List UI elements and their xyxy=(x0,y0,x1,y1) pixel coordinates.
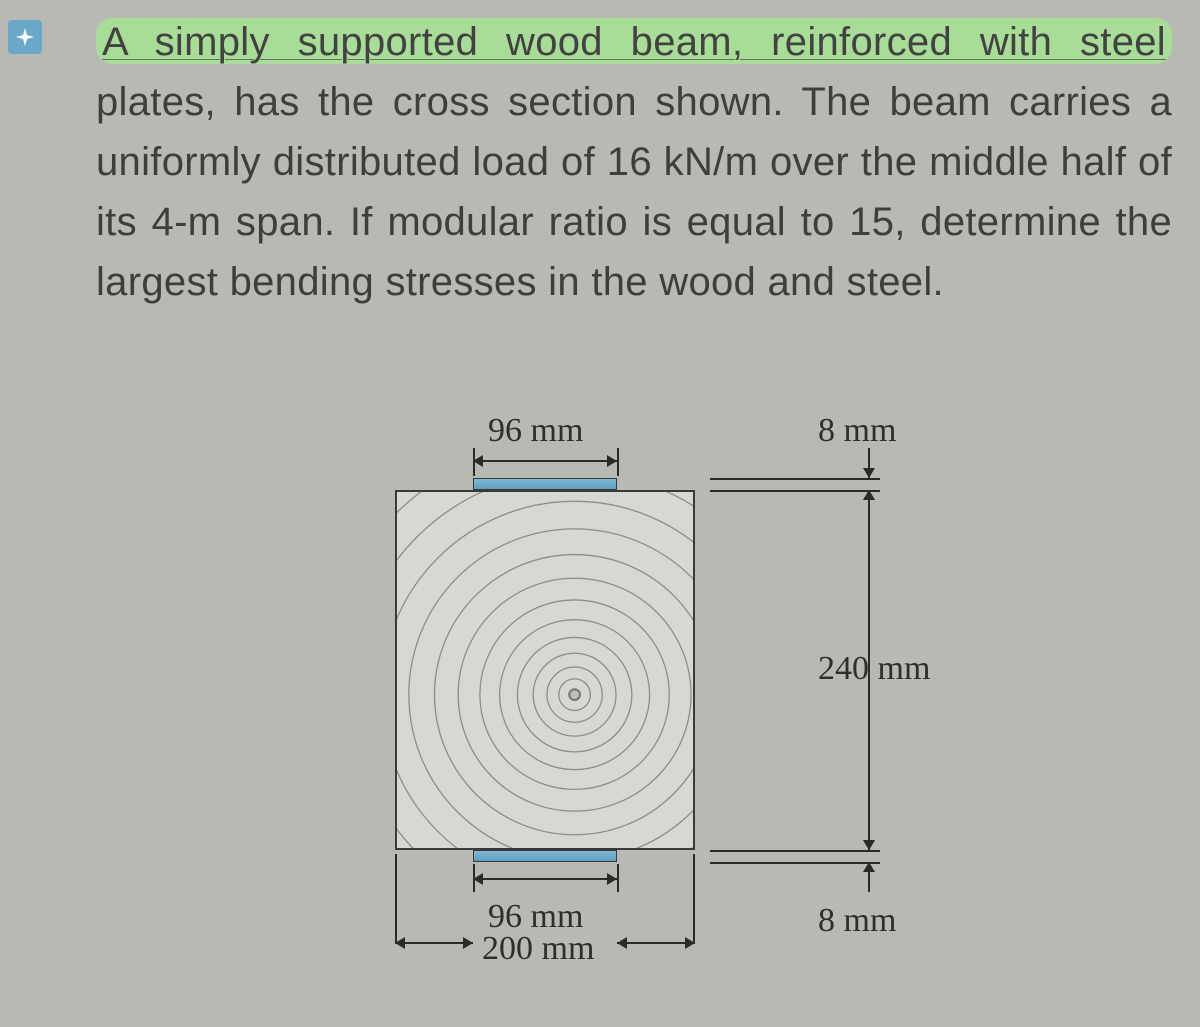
dim-label-wood-height: 240 mm xyxy=(818,650,930,688)
dim-label-top-plate-thk: 8 mm xyxy=(818,412,896,450)
dim-arrow-wood-width-right xyxy=(617,942,695,944)
dim-tick xyxy=(693,854,695,944)
dim-arrow-bot-plate-thk xyxy=(868,862,870,892)
dim-arrow-bot-plate-width xyxy=(473,878,617,880)
problem-statement: A simply supported wood beam, reinforced… xyxy=(96,12,1172,312)
steel-plate-bottom xyxy=(473,850,617,862)
wood-section xyxy=(395,490,695,850)
dim-arrow-wood-width-left xyxy=(395,942,473,944)
cross-section-figure: 96 mm 8 mm xyxy=(370,412,1130,1012)
dim-arrow-top-plate-thk xyxy=(868,448,870,478)
dim-label-bot-plate-thk: 8 mm xyxy=(818,902,896,940)
dim-tick xyxy=(617,448,619,476)
dim-tick xyxy=(710,490,880,492)
dim-arrow-top-plate-width xyxy=(473,460,617,462)
problem-text: A simply supported wood beam, reinforced… xyxy=(96,12,1172,312)
dim-arrow xyxy=(868,820,870,850)
page: A simply supported wood beam, reinforced… xyxy=(0,0,1200,1027)
dim-tick xyxy=(617,864,619,892)
dim-tick xyxy=(710,478,880,480)
dim-label-wood-width: 200 mm xyxy=(482,930,594,968)
problem-rest: plates, has the cross section shown. The… xyxy=(96,80,1172,304)
dim-tick xyxy=(395,854,397,944)
dim-tick xyxy=(710,862,880,864)
steel-plate-top xyxy=(473,478,617,490)
dim-tick xyxy=(710,850,880,852)
bullet-icon xyxy=(8,20,42,54)
dim-label-top-plate-width: 96 mm xyxy=(488,412,583,450)
highlighted-phrase: A simply supported wood beam, reinforced… xyxy=(96,18,1172,64)
